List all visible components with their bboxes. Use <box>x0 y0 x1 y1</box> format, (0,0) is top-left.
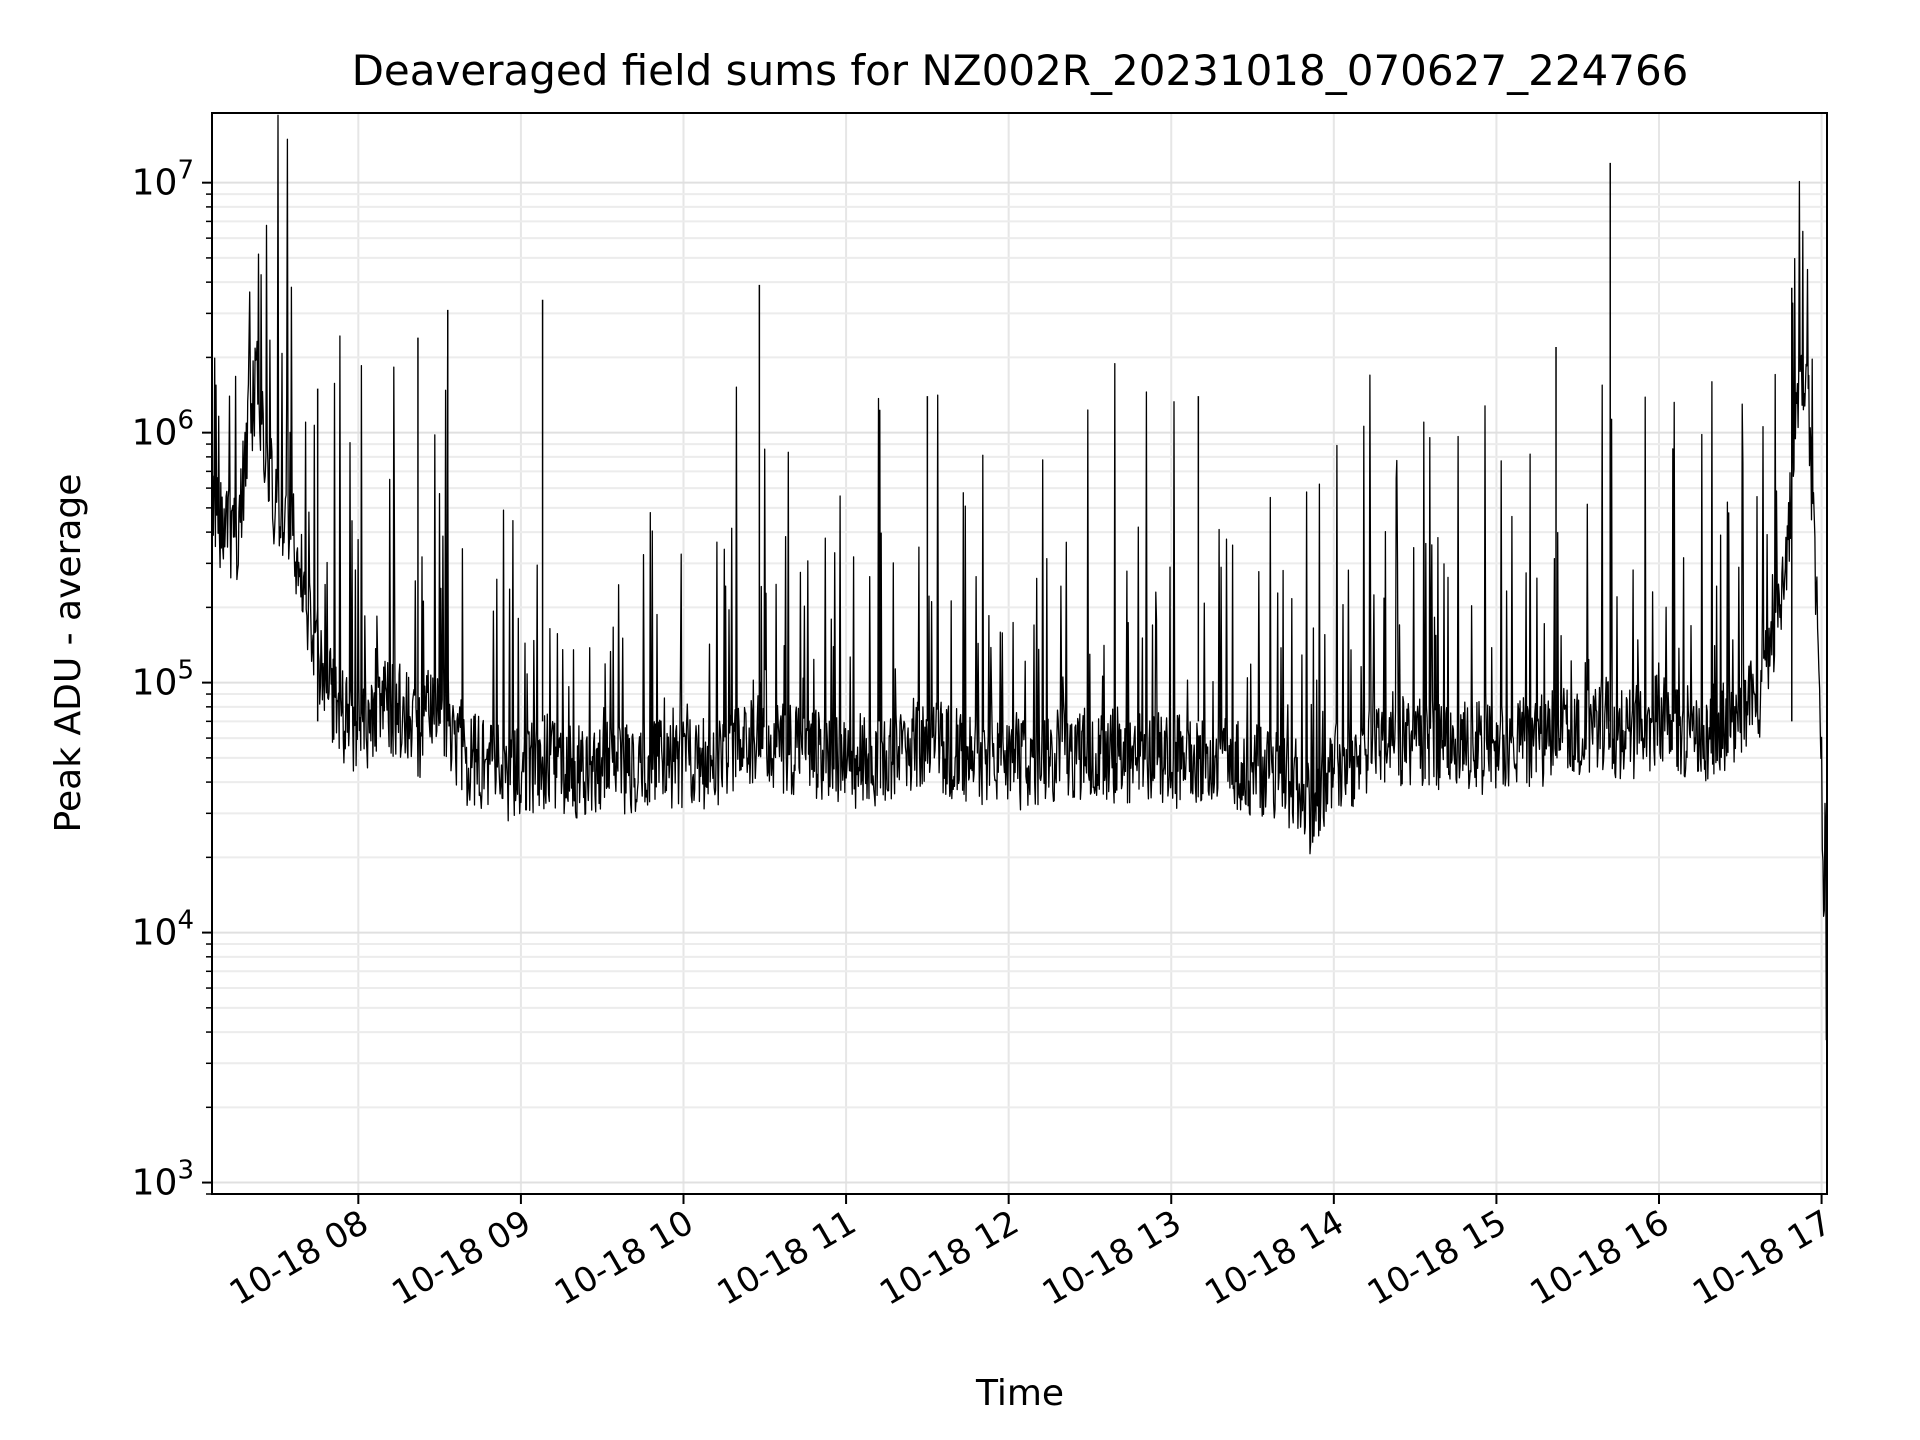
chart-title: Deaveraged field sums for NZ002R_2023101… <box>352 46 1689 95</box>
y-tick-label: 106 <box>132 406 194 454</box>
data-layer <box>211 114 1828 1041</box>
y-tick-label: 107 <box>132 156 194 204</box>
y-axis: 103 104 105 106 107 <box>132 156 212 1204</box>
y-axis-label: Peak ADU - average <box>48 474 89 833</box>
plot-frame <box>211 112 1828 1195</box>
series-line <box>211 114 1828 1041</box>
y-tick-label: 104 <box>132 906 194 954</box>
x-axis-label: Time <box>975 1373 1064 1414</box>
y-tick-label: 103 <box>132 1156 194 1204</box>
y-tick-label: 105 <box>132 656 194 704</box>
